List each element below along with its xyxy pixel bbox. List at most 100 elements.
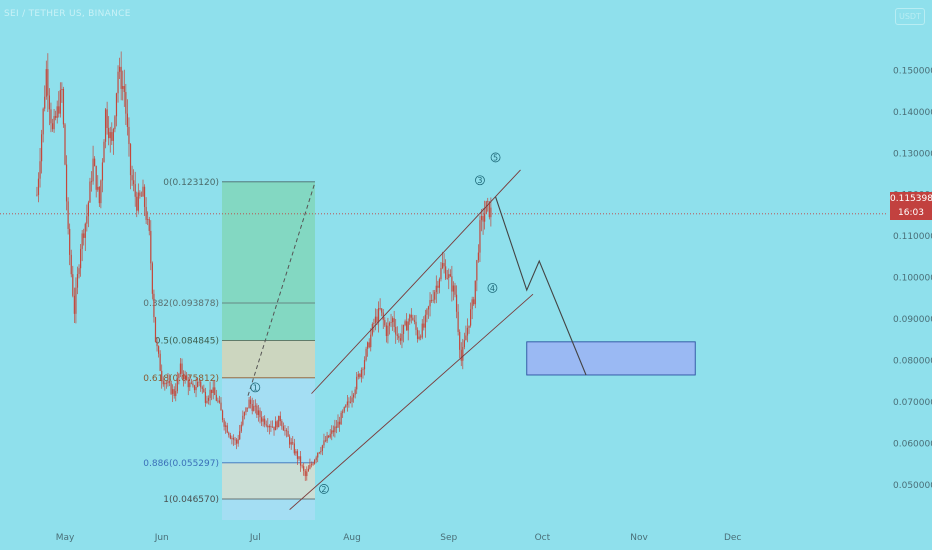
price-axis[interactable]: 0.050000 0.060000 0.070000 0.080000 0.090000… — [893, 66, 932, 490]
bar-countdown: 16:03 — [898, 208, 924, 218]
candle-body — [487, 201, 489, 203]
candle-body — [84, 223, 86, 238]
drawing-overlay[interactable]: 1 2 3 4 5 — [250, 152, 696, 510]
candle-body — [215, 394, 217, 401]
candle-body — [81, 233, 83, 249]
y-tick-label: 0.100000 — [893, 274, 932, 284]
candle-body — [304, 470, 306, 477]
candle-body — [301, 465, 303, 467]
candle-body — [270, 426, 272, 428]
y-tick-label: 0.140000 — [893, 108, 932, 118]
candle-body — [151, 263, 153, 294]
candle-body — [488, 201, 490, 218]
candle-body — [179, 363, 182, 375]
candle-body — [136, 196, 138, 211]
projected-path[interactable] — [495, 196, 587, 376]
candle-body — [161, 370, 163, 382]
wave-label-circle — [487, 283, 498, 293]
candle-body — [56, 106, 58, 118]
x-tick-label: Aug — [343, 533, 361, 543]
candle-body — [398, 335, 400, 339]
candle-body — [239, 431, 241, 440]
candle-body — [470, 309, 472, 326]
fib-level-label: 0.5(0.084845) — [155, 336, 219, 346]
candle-body — [459, 331, 461, 350]
candle-body — [65, 164, 68, 202]
candle-body — [111, 132, 113, 141]
candle-body — [167, 381, 169, 384]
fibonacci-retracement[interactable]: 0(0.123120) 0.382(0.093878) 0.5(0.084845) 0… — [143, 178, 316, 520]
candle-body — [363, 360, 366, 370]
candle-body — [381, 308, 383, 313]
candle-body — [451, 276, 453, 292]
candle-body — [409, 314, 411, 322]
candle-body — [342, 411, 344, 413]
channel-lower-line[interactable] — [289, 293, 534, 510]
symbol-label[interactable]: SEI / TETHER US, BINANCE — [4, 9, 131, 19]
candle-body — [259, 410, 261, 418]
candle-body — [192, 383, 194, 386]
wave-label-4: 4 — [490, 284, 495, 293]
candle-body — [392, 318, 394, 323]
time-axis[interactable]: May Jun Jul Aug Sep Oct Nov Dec — [56, 533, 742, 543]
candle-body — [254, 405, 256, 407]
candle-body — [396, 334, 398, 336]
candle-body — [178, 374, 180, 379]
target-zone-box[interactable] — [526, 341, 696, 376]
candle-body — [426, 309, 428, 315]
candle-body — [354, 389, 356, 395]
candle-body — [454, 285, 456, 295]
candlestick-series — [36, 51, 492, 481]
candle-body — [323, 440, 325, 446]
candle-body — [435, 285, 437, 293]
candle-body — [45, 69, 47, 97]
candle-body — [307, 468, 309, 472]
candle-body — [189, 382, 191, 388]
candle-body — [55, 116, 57, 118]
candle-body — [393, 318, 395, 327]
candle-body — [251, 404, 253, 411]
candle-body — [406, 321, 408, 331]
candle-body — [51, 123, 54, 130]
candle-body — [119, 66, 121, 72]
unit-button[interactable]: USDT — [895, 8, 925, 25]
candle-body — [449, 274, 451, 277]
candle-body — [237, 439, 239, 444]
candle-body — [407, 321, 409, 331]
candle-body — [50, 109, 52, 124]
candle-body — [203, 388, 205, 392]
candle-body — [264, 418, 266, 425]
candle-body — [399, 338, 401, 341]
wave-label-2: 2 — [321, 485, 326, 494]
candle-body — [69, 228, 71, 255]
candle-body — [353, 394, 355, 398]
candle-body — [335, 426, 338, 428]
candle-body — [129, 144, 132, 176]
candle-body — [418, 336, 420, 339]
candle-body — [220, 402, 222, 411]
candle-body — [360, 369, 362, 378]
y-tick-label: 0.060000 — [893, 439, 932, 449]
candle-body — [92, 158, 94, 182]
candle-body — [306, 471, 308, 477]
candle-body — [273, 426, 275, 431]
candle-body — [351, 397, 353, 402]
candle-body — [434, 292, 436, 300]
current-price: 0.115398 — [890, 194, 932, 204]
candle-body — [440, 268, 442, 280]
x-tick-label: Dec — [724, 533, 741, 543]
candle-body — [175, 391, 177, 396]
fib-level-label: 0.382(0.093878) — [143, 299, 219, 309]
candle-body — [59, 90, 61, 114]
candle-body — [248, 399, 250, 409]
candle-body — [89, 181, 91, 203]
candle-body — [212, 387, 214, 394]
channel-upper-line[interactable] — [311, 169, 521, 394]
candle-body — [445, 266, 447, 279]
candle-body — [80, 248, 82, 269]
candle-body — [125, 92, 127, 114]
candle-body — [424, 314, 426, 328]
candle-body — [365, 348, 367, 361]
candle-body — [217, 400, 219, 402]
